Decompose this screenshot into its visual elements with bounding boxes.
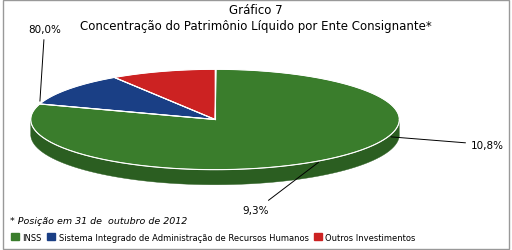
Text: Concentração do Patrimônio Líquido por Ente Consignante*: Concentração do Patrimônio Líquido por E…: [80, 20, 432, 33]
Text: * Posição em 31 de  outubro de 2012: * Posição em 31 de outubro de 2012: [10, 216, 187, 225]
Polygon shape: [31, 70, 399, 170]
Text: 9,3%: 9,3%: [243, 163, 318, 215]
Text: Gráfico 7: Gráfico 7: [229, 4, 283, 17]
Text: 10,8%: 10,8%: [391, 137, 504, 150]
Legend: INSS, Sistema Integrado de Administração de Recursos Humanos, Outros Investiment: INSS, Sistema Integrado de Administração…: [9, 231, 417, 243]
Polygon shape: [114, 70, 216, 120]
Polygon shape: [31, 121, 399, 185]
Text: 80,0%: 80,0%: [28, 25, 61, 102]
Polygon shape: [40, 78, 215, 120]
